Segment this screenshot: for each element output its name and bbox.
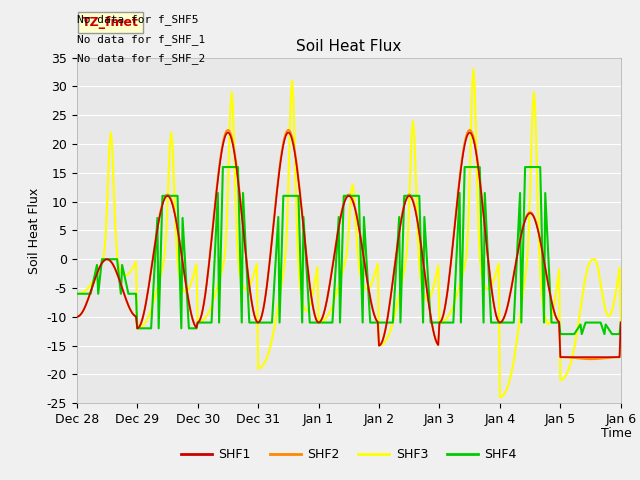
Title: Soil Heat Flux: Soil Heat Flux (296, 39, 401, 54)
SHF1 (99, 259, 107, 264)
Line: SHF2: SHF2 (77, 130, 621, 359)
SHF3 (202, 315, 209, 321)
Line: SHF3: SHF3 (77, 69, 621, 397)
SHF4 (73, 291, 81, 297)
SHF1 (557, 354, 564, 360)
SHF4 (202, 320, 209, 325)
SHF3 (389, 320, 397, 325)
Text: No data for f_SHF_1: No data for f_SHF_1 (77, 34, 205, 45)
SHF2 (224, 127, 232, 133)
SHF4 (396, 214, 403, 220)
SHF1 (122, 296, 130, 302)
SHF3 (470, 66, 477, 72)
SHF2 (617, 320, 625, 325)
Legend: SHF1, SHF2, SHF3, SHF4: SHF1, SHF2, SHF3, SHF4 (176, 443, 522, 466)
Line: SHF1: SHF1 (77, 132, 621, 357)
Line: SHF4: SHF4 (77, 167, 621, 334)
SHF3 (122, 273, 130, 278)
Text: No data for f_SHF5: No data for f_SHF5 (77, 14, 198, 25)
SHF4 (617, 320, 625, 325)
Y-axis label: Soil Heat Flux: Soil Heat Flux (28, 187, 41, 274)
SHF4 (122, 279, 130, 285)
SHF4 (99, 256, 107, 262)
SHF2 (390, 267, 398, 273)
SHF3 (496, 395, 504, 400)
SHF2 (99, 259, 107, 264)
SHF1 (224, 130, 232, 135)
SHF1 (396, 230, 403, 236)
SHF2 (202, 291, 209, 297)
SHF2 (511, 264, 519, 270)
SHF4 (557, 331, 564, 337)
SHF4 (390, 299, 398, 304)
SHF1 (390, 268, 398, 274)
SHF2 (396, 229, 403, 235)
X-axis label: Time: Time (601, 427, 632, 440)
SHF3 (617, 320, 625, 325)
SHF1 (202, 292, 209, 298)
SHF3 (73, 291, 81, 297)
SHF2 (73, 314, 81, 320)
SHF3 (513, 342, 520, 348)
Text: No data for f_SHF_2: No data for f_SHF_2 (77, 53, 205, 64)
SHF3 (99, 256, 107, 262)
SHF1 (617, 320, 625, 325)
SHF4 (219, 164, 227, 170)
Text: TZ_fmet: TZ_fmet (82, 16, 139, 29)
SHF3 (394, 298, 402, 304)
SHF2 (587, 356, 595, 362)
SHF1 (511, 265, 519, 271)
SHF1 (73, 314, 81, 320)
SHF4 (511, 294, 519, 300)
SHF2 (122, 296, 130, 302)
